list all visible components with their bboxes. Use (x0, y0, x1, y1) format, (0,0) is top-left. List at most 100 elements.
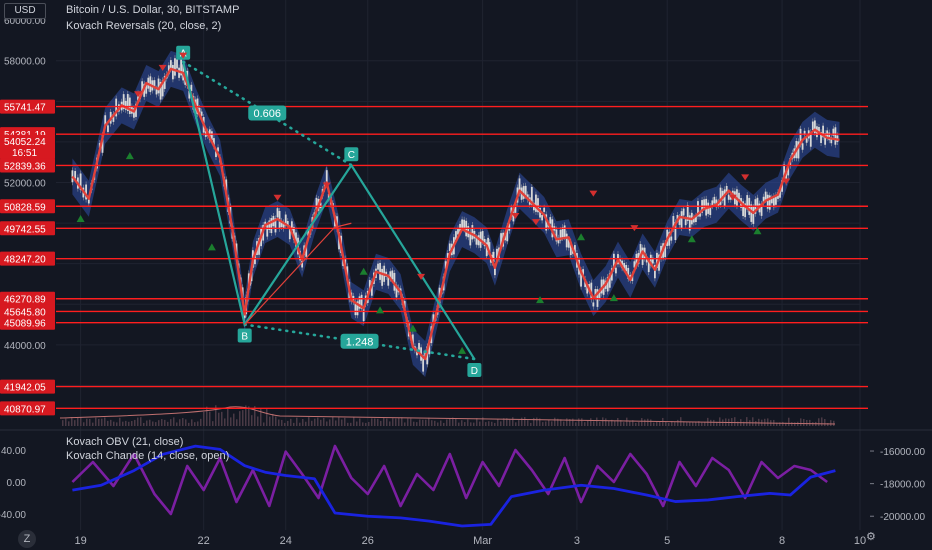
price-level-label: 48247.20 (4, 255, 46, 266)
candle-body (635, 253, 638, 267)
candle-body (713, 196, 716, 204)
volume-bar (626, 417, 628, 426)
candle-body (725, 185, 728, 193)
volume-bar (596, 417, 598, 426)
candle-body (785, 172, 788, 183)
candle-body (676, 215, 679, 220)
volume-bar (440, 420, 442, 426)
volume-bar (359, 418, 361, 426)
volume-bar (110, 419, 112, 426)
candle-body (305, 244, 308, 257)
reversal-down-marker (134, 91, 143, 98)
candle-body (282, 222, 285, 229)
volume-bar (104, 417, 106, 426)
candle-body (485, 242, 488, 257)
reversal-down-marker (782, 178, 791, 185)
candle-body (518, 178, 521, 194)
volume-bar (395, 418, 397, 426)
x-tick-label: 24 (280, 535, 292, 547)
volume-bar (677, 419, 679, 426)
candle-body (163, 75, 166, 89)
candle-body (783, 164, 786, 180)
chande-tick-label: -40.00 (0, 510, 26, 521)
candle-body (813, 120, 816, 134)
volume-bar (281, 419, 283, 426)
volume-bar (623, 422, 625, 426)
candle-body (762, 196, 765, 203)
z-icon[interactable]: Z (18, 530, 36, 548)
volume-bar (791, 422, 793, 426)
currency-badge[interactable]: USD (4, 3, 46, 19)
volume-bar (737, 421, 739, 426)
volume-bar (548, 419, 550, 426)
candle-body (805, 138, 808, 143)
volume-bar (83, 422, 85, 426)
candle-body (217, 147, 219, 152)
candle-body (190, 84, 193, 91)
candle-body (586, 284, 589, 294)
volume-bar (173, 417, 175, 426)
candle-body (360, 294, 363, 309)
x-tick-label: 10 (854, 535, 866, 547)
volume-bar (257, 416, 259, 426)
candle-body (692, 217, 695, 223)
volume-bar (206, 406, 208, 426)
candle-body (524, 185, 527, 197)
volume-bar (479, 421, 481, 426)
volume-bar (149, 419, 151, 426)
reversal-up-marker (359, 267, 368, 275)
volume-bar (383, 417, 385, 426)
volume-bar (101, 418, 103, 426)
candle-body (422, 355, 425, 372)
volume-bar (464, 422, 466, 426)
volume-bar (317, 417, 319, 426)
candle-body (274, 218, 277, 233)
volume-bar (530, 422, 532, 426)
volume-bar (563, 421, 565, 426)
candle-body (756, 197, 759, 207)
candle-body (444, 261, 447, 269)
volume-bar (617, 418, 619, 426)
volume-bar (329, 419, 331, 426)
volume-bar (251, 415, 253, 426)
volume-bar (644, 419, 646, 426)
volume-bar (527, 420, 529, 426)
candle-body (315, 197, 318, 213)
candle-body (719, 187, 722, 205)
candle-body (122, 94, 125, 109)
volume-bar (179, 419, 181, 426)
volume-bar (536, 417, 538, 426)
candle-body (678, 217, 681, 225)
candle-body (356, 301, 359, 316)
volume-bar (155, 422, 157, 426)
candle-body (174, 58, 176, 76)
volume-bar (599, 421, 601, 426)
candle-body (169, 60, 172, 70)
candle-body (368, 280, 371, 290)
volume-bar (752, 417, 754, 426)
volume-bar (290, 418, 292, 426)
candle-body (742, 201, 744, 217)
gear-icon[interactable]: ⚙ (866, 531, 876, 543)
candle-body (811, 121, 814, 130)
candle-body (686, 205, 689, 221)
candle-body (697, 201, 699, 217)
candle-body (141, 81, 144, 92)
volume-bar (398, 417, 400, 426)
candle-body (461, 219, 464, 229)
volume-bar (656, 421, 658, 426)
volume-bar (653, 422, 655, 426)
candle-body (514, 203, 517, 213)
volume-bar (734, 417, 736, 426)
volume-bar (425, 419, 427, 426)
volume-bar (704, 421, 706, 426)
volume-bar (146, 420, 148, 426)
volume-bar (590, 418, 592, 426)
volume-bar (713, 419, 715, 426)
candle-body (215, 151, 217, 158)
candle-body (606, 276, 609, 292)
candle-body (87, 198, 90, 204)
candle-body (559, 229, 562, 241)
volume-bar (455, 418, 457, 426)
volume-bar (542, 422, 544, 426)
